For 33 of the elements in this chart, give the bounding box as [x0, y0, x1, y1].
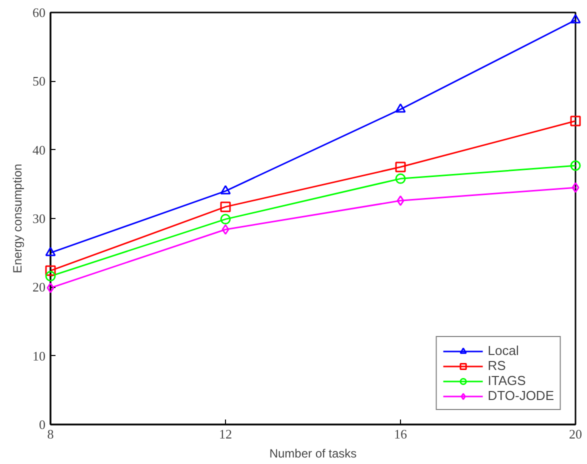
legend-label: ITAGS — [488, 373, 526, 388]
point — [220, 202, 231, 212]
point — [222, 224, 230, 235]
point — [570, 160, 581, 171]
point — [46, 282, 54, 294]
y-tick-label: 40 — [32, 142, 46, 158]
point — [396, 195, 404, 206]
point — [395, 173, 406, 184]
y-tick-label: 0 — [39, 417, 46, 432]
y-tick-label: 60 — [32, 5, 46, 20]
point — [45, 265, 56, 276]
x-axis-title: Number of tasks — [269, 446, 357, 460]
point — [45, 246, 56, 256]
legend-label: RS — [488, 358, 507, 373]
x-tick-label: 12 — [219, 426, 232, 442]
y-tick-label: 30 — [32, 211, 46, 226]
point — [220, 214, 231, 224]
point — [572, 182, 580, 193]
point — [395, 103, 406, 113]
y-tick-label: 10 — [32, 348, 46, 364]
point — [570, 14, 581, 24]
y-axis-title: Energy consumption — [10, 164, 24, 274]
legend-label: Local — [488, 343, 519, 358]
legend-label: DTO-JODE — [488, 388, 554, 403]
point — [45, 270, 56, 282]
point — [570, 116, 581, 126]
y-tick-label: 20 — [32, 280, 46, 295]
point — [395, 162, 406, 172]
x-tick-label: 8 — [47, 426, 54, 442]
y-tick-label: 50 — [32, 74, 46, 89]
point — [220, 185, 231, 194]
x-tick-label: 16 — [394, 426, 408, 442]
x-tick-label: 20 — [569, 426, 582, 442]
